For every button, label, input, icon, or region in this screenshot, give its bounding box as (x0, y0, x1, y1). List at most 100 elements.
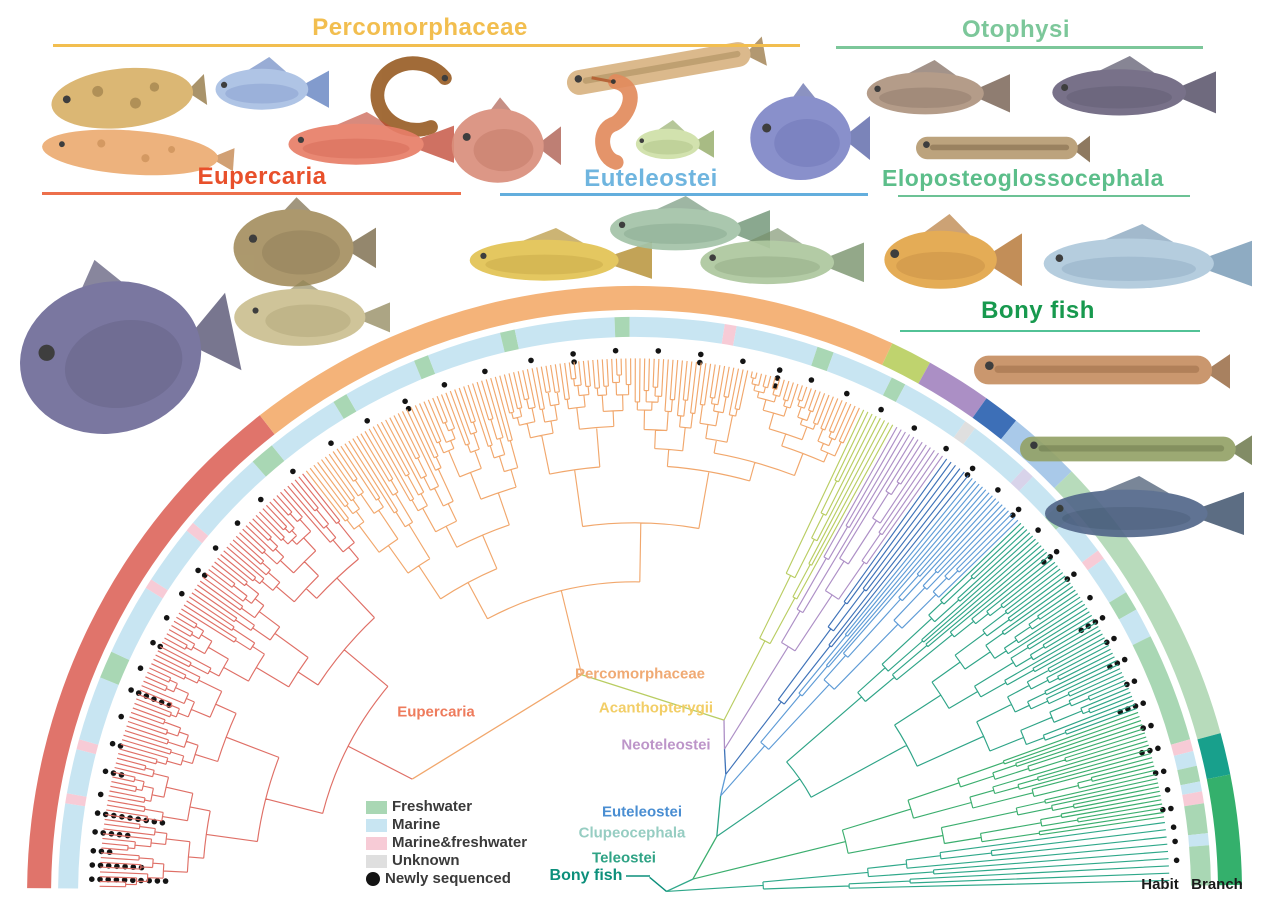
fish-seahorse (591, 74, 638, 170)
fish-alfonsino (288, 112, 454, 165)
clade-dark-blue-clade (725, 458, 969, 775)
habit-ring-segment (514, 317, 616, 350)
group-underline-eloposteoglossocephala (898, 195, 1190, 197)
branch-ring-segment (972, 398, 1017, 440)
legend-label: Marine (392, 816, 441, 833)
legend-item: Unknown (366, 853, 527, 868)
fish-pufferfish (234, 279, 390, 346)
legend-label: Freshwater (392, 798, 473, 815)
fish-tonguefish (42, 129, 235, 176)
fish-threadfin (215, 57, 329, 110)
habit-ring-segment (500, 329, 519, 353)
legend-item: Freshwater (366, 798, 527, 815)
habit-ring-segment (1188, 833, 1210, 847)
habit-ring-segment (882, 377, 906, 402)
habit-ring-segment (76, 739, 99, 755)
clade-Eloposteoglossocephala (692, 711, 1165, 880)
habit-ring-segment (414, 355, 436, 380)
fish-loach (916, 135, 1090, 163)
habit-ring-segment (346, 360, 422, 412)
legend-color-swatch (366, 800, 387, 814)
backbone-edge (692, 836, 718, 880)
habit-ring-segment (151, 530, 203, 591)
fish-bichir (1020, 435, 1252, 466)
group-label-percomorphaceae: Percomorphaceae (312, 14, 528, 41)
clade-basal-bony-fish (666, 821, 1170, 892)
ring-footer-label-habit: Habit (1141, 876, 1179, 893)
backbone-edge (666, 878, 694, 892)
backbone-edge (581, 674, 725, 721)
legend-color-swatch (366, 818, 387, 832)
clade-label-eupercaria: Eupercaria (397, 703, 475, 721)
habit-ring-segment (1010, 468, 1033, 492)
fish-eel (370, 56, 452, 137)
habit-ring-segment (629, 316, 725, 344)
clade-Otophysi (716, 522, 1137, 837)
branch-ring-segment (1054, 471, 1221, 740)
branch-ring-segment (1206, 774, 1242, 886)
habit-ring-segment (1132, 636, 1191, 745)
fish-opah (750, 83, 870, 180)
habit-ring-segment (65, 793, 87, 807)
habit-ring-segment (1189, 845, 1211, 886)
clade-label-clupeocephala: Clupeocephala (578, 824, 686, 842)
legend-label: Newly sequenced (385, 870, 511, 887)
fish-flounder (51, 67, 208, 129)
backbone-edge (719, 774, 727, 797)
habit-ring-segment (1173, 751, 1197, 771)
habit-ring-segment (826, 352, 892, 396)
habit-ring-segment (145, 579, 168, 599)
fish-betta (884, 214, 1022, 289)
habit-ring-segment (1184, 803, 1208, 836)
branch-ring-segment (1197, 733, 1231, 780)
habit-ring-segment (333, 394, 357, 419)
fish-rainbow-trout (700, 228, 864, 285)
clade-label-teleostei: Teleostei (592, 849, 656, 867)
backbone-edge (723, 720, 726, 750)
habit-ring-segment (1081, 550, 1104, 571)
fish-lionfish (451, 97, 561, 183)
habit-ring-segment (1109, 592, 1137, 620)
fish-mola-sunfish (20, 259, 242, 434)
backbone-edge (411, 674, 583, 780)
ring-footer-label-branch: Branch (1191, 876, 1243, 893)
fish-gar (974, 354, 1230, 389)
fish-small-green-fish (635, 120, 714, 160)
habit-ring-segment (1170, 739, 1194, 756)
habit-ring-segment (1180, 781, 1202, 795)
habit-ring-segment (733, 326, 818, 366)
habit-ring-segment (895, 384, 966, 438)
habit-ring-segment (252, 445, 285, 477)
branch-ring-segment (259, 285, 893, 435)
group-underline-otophysi (836, 46, 1203, 49)
habit-ring-segment (953, 421, 976, 445)
legend-color-swatch (366, 854, 387, 868)
group-label-euteleostei: Euteleostei (584, 165, 718, 192)
legend-item: Marine&freshwater (366, 834, 528, 851)
clade-label-euteleostei: Euteleostei (601, 803, 683, 821)
group-label-bony-fish: Bony fish (981, 297, 1095, 324)
habit-ring-segment (811, 346, 834, 372)
clade-Euteleostei (720, 478, 1019, 797)
group-label-otophysi: Otophysi (961, 16, 1071, 43)
legend-label: Marine&freshwater (392, 834, 528, 851)
legend-dot-swatch (366, 872, 380, 886)
clade-Acanthopterygii (723, 409, 894, 721)
habit-ring-segment (1119, 609, 1151, 646)
habit-ring-segment (721, 324, 737, 346)
habit-ring-segment (963, 428, 1025, 484)
group-underline-bony-fish (900, 330, 1200, 332)
habit-ring-segment (614, 316, 630, 338)
group-label-eloposteoglossocephala: Eloposteoglossocephala (882, 165, 1164, 191)
habit-ring-segment (100, 651, 130, 685)
legend: Freshwater Marine Marine&freshwater Unknown… (366, 798, 528, 887)
habit-ring-segment (1177, 765, 1201, 786)
habit-ring-segment (428, 332, 505, 374)
clade-Eupercaria (99, 473, 413, 888)
clade-Percomorphaceae (305, 358, 860, 675)
habit-ring-segment (111, 587, 163, 660)
fish-catfish-brown (866, 60, 1010, 115)
clade-label-neoteleostei: Neoteleostei (621, 736, 711, 754)
